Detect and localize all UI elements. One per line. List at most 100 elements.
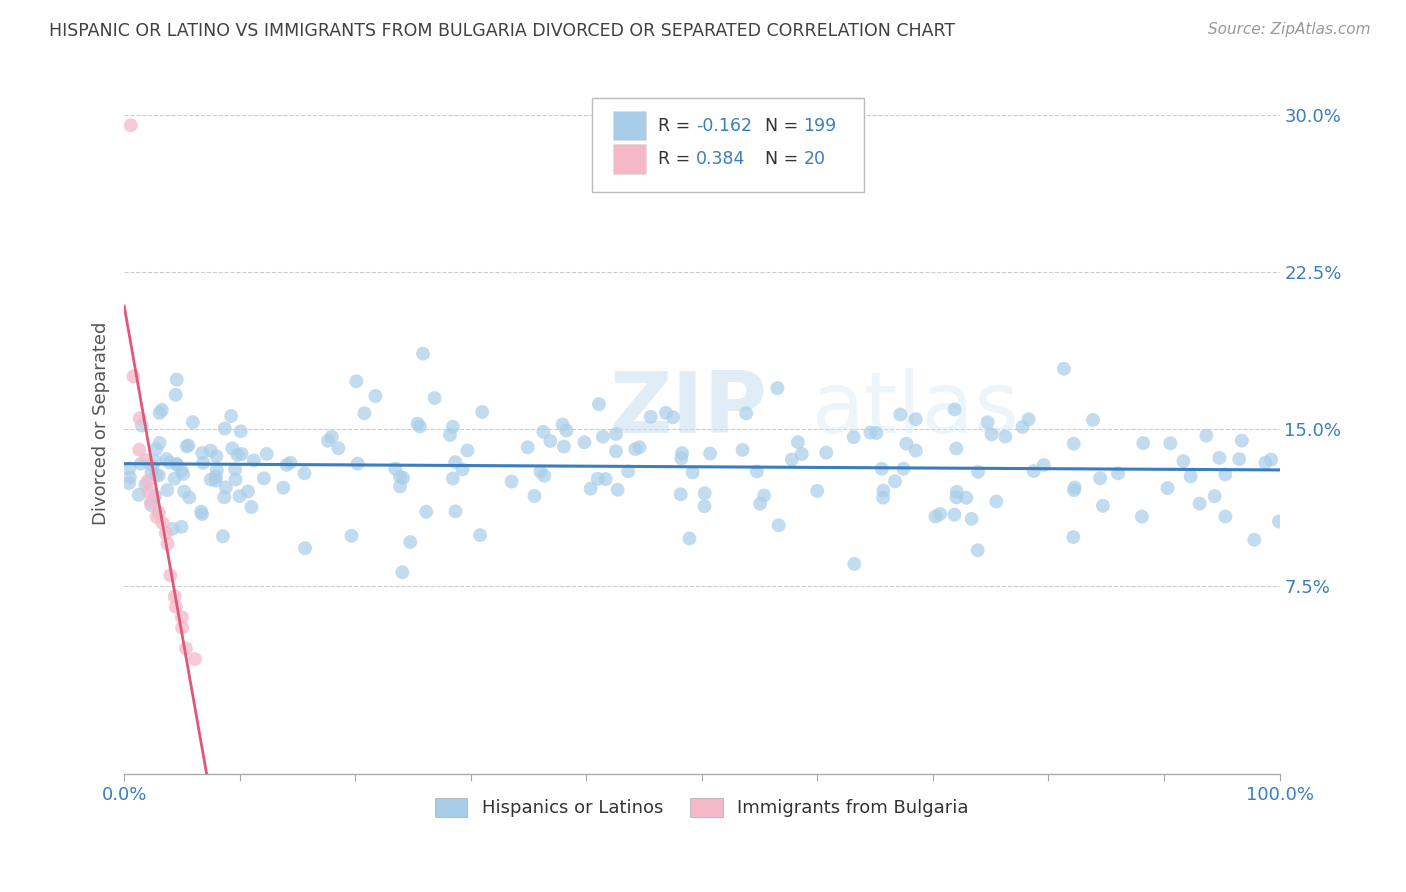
Point (1022, 464, 1045, 478)
Point (204, 474, 226, 488)
Point (228, 489, 250, 503)
Point (316, 434, 339, 448)
Point (205, 463, 228, 477)
Point (945, 491, 967, 505)
Point (166, 458, 188, 472)
Point (699, 446, 721, 460)
Point (960, 512, 983, 526)
Point (1159, 436, 1181, 450)
Point (1268, 515, 1291, 529)
Point (1088, 471, 1111, 485)
Point (148, 506, 170, 520)
Point (1081, 413, 1104, 427)
Point (471, 405, 494, 419)
Point (128, 411, 150, 425)
Point (225, 473, 247, 487)
Text: Source: ZipAtlas.com: Source: ZipAtlas.com (1208, 22, 1371, 37)
Point (790, 447, 813, 461)
Point (129, 457, 152, 471)
Point (555, 424, 578, 438)
Point (1254, 456, 1277, 470)
Point (945, 442, 967, 456)
Point (904, 412, 927, 426)
Point (166, 373, 188, 387)
Point (844, 557, 866, 571)
Point (221, 442, 243, 456)
Point (149, 406, 172, 420)
Point (946, 484, 969, 499)
Point (224, 462, 246, 476)
Point (148, 468, 170, 483)
Point (1204, 489, 1226, 503)
Point (229, 424, 252, 438)
Point (1215, 509, 1237, 524)
Point (122, 369, 145, 384)
Point (200, 473, 222, 487)
Point (253, 471, 276, 485)
Point (768, 518, 790, 533)
Point (786, 435, 808, 450)
Point (215, 480, 238, 494)
Point (966, 543, 988, 558)
Text: R =: R = (658, 150, 696, 169)
Point (384, 461, 406, 475)
Legend: Hispanics or Latinos, Immigrants from Bulgaria: Hispanics or Latinos, Immigrants from Bu… (427, 791, 976, 825)
Point (214, 421, 236, 435)
Point (456, 443, 478, 458)
Point (1130, 509, 1153, 524)
Point (145, 442, 167, 456)
Point (980, 427, 1002, 442)
Point (409, 419, 432, 434)
Point (586, 472, 609, 486)
Point (1227, 452, 1250, 467)
Point (136, 474, 159, 488)
Point (135, 453, 157, 467)
Point (780, 452, 803, 467)
Text: R =: R = (658, 117, 696, 135)
Point (191, 446, 214, 460)
Point (451, 462, 474, 476)
Point (884, 475, 907, 489)
Point (152, 516, 174, 530)
Point (870, 462, 893, 476)
Point (1132, 436, 1154, 450)
Point (531, 425, 554, 439)
Point (986, 494, 1008, 508)
Point (1156, 481, 1178, 495)
Point (344, 374, 367, 388)
Point (149, 436, 172, 450)
Point (842, 430, 865, 444)
Point (184, 652, 207, 666)
Point (240, 500, 263, 514)
Point (389, 479, 412, 493)
FancyBboxPatch shape (592, 97, 863, 192)
Point (388, 469, 411, 483)
Point (415, 505, 437, 519)
Point (165, 599, 187, 614)
Point (179, 491, 201, 505)
Point (441, 419, 464, 434)
Point (943, 402, 966, 417)
Point (1011, 420, 1033, 434)
Point (592, 430, 614, 444)
Point (141, 498, 163, 512)
Point (628, 440, 651, 454)
Point (1018, 412, 1040, 426)
Point (165, 388, 187, 402)
Point (955, 491, 977, 505)
Point (444, 504, 467, 518)
FancyBboxPatch shape (613, 111, 647, 140)
Point (118, 476, 141, 491)
Point (226, 448, 249, 462)
Point (671, 451, 693, 466)
Point (752, 488, 775, 502)
Point (859, 425, 882, 440)
Point (1230, 434, 1253, 448)
Point (1260, 452, 1282, 467)
FancyBboxPatch shape (613, 145, 647, 174)
Point (655, 406, 678, 420)
Point (943, 508, 966, 522)
Y-axis label: Divorced or Separated: Divorced or Separated (93, 322, 110, 525)
Point (605, 444, 627, 458)
Point (364, 389, 387, 403)
